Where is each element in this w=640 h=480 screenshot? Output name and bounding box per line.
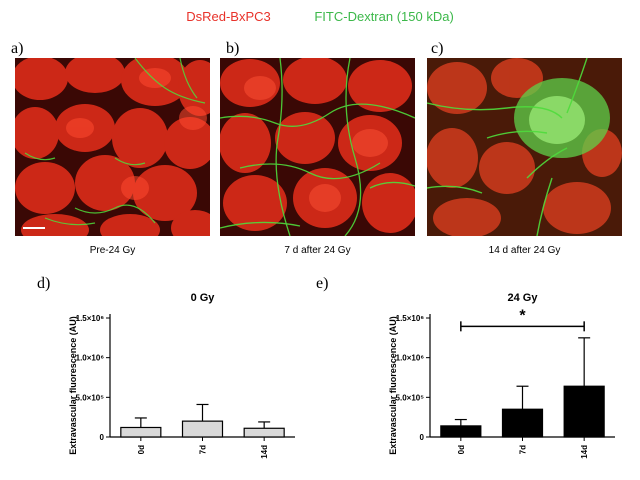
x-tick-label: 7d [199, 445, 208, 454]
x-tick-label: 0d [137, 445, 146, 454]
panel-a-letter: a) [11, 40, 24, 57]
y-tick-label: 1.0×10⁶ [396, 354, 425, 363]
y-tick-label: 1.5×10⁶ [76, 314, 105, 323]
y-tick-label: 0 [420, 433, 425, 442]
micrograph-7d [220, 58, 415, 236]
y-tick-label: 1.0×10⁶ [76, 354, 105, 363]
bar-14d [563, 385, 605, 438]
y-tick-label: 5.0×10⁵ [76, 393, 105, 402]
caption-c: 14 d after 24 Gy [488, 245, 561, 256]
chart-24-gy: 24 Gy Extravascular fluorescence (AU) 0 5.0… [388, 292, 615, 459]
bar-7d [501, 408, 544, 438]
chart-title: 24 Gy [508, 292, 539, 304]
y-axis-label: Extravascular fluorescence (AU) [68, 316, 78, 455]
chart-title: 0 Gy [191, 292, 216, 304]
caption-b: 7 d after 24 Gy [284, 245, 351, 256]
x-tick-label: 7d [519, 445, 528, 454]
bar-14d [243, 427, 285, 438]
panel-e-letter: e) [316, 275, 329, 292]
significance-star: * [519, 307, 526, 324]
fitc-label: FITC-Dextran (150 kDa) [314, 9, 454, 24]
panel-c-letter: c) [431, 40, 444, 57]
panel-d-letter: d) [37, 275, 51, 292]
bar-0d [120, 426, 162, 438]
panel-b-letter: b) [226, 40, 240, 57]
y-tick-label: 5.0×10⁵ [396, 393, 425, 402]
chart-0-gy: 0 Gy Extravascular fluorescence (AU) 0 5.0×… [68, 292, 295, 459]
bar-7d [181, 420, 224, 438]
image-legend: DsRed-BxPC3 FITC-Dextran (150 kDa) [0, 9, 640, 24]
x-tick-label: 0d [457, 445, 466, 454]
y-tick-label: 1.5×10⁶ [396, 314, 425, 323]
x-tick-label: 14d [580, 445, 589, 459]
micrograph-pre [15, 58, 210, 236]
caption-a: Pre-24 Gy [89, 245, 136, 256]
x-tick-label: 14d [260, 445, 269, 459]
y-axis-label: Extravascular fluorescence (AU) [388, 316, 398, 455]
bar-0d [440, 425, 482, 438]
dsred-label: DsRed-BxPC3 [186, 9, 271, 24]
y-tick-label: 0 [100, 433, 105, 442]
micrograph-14d [427, 58, 622, 236]
